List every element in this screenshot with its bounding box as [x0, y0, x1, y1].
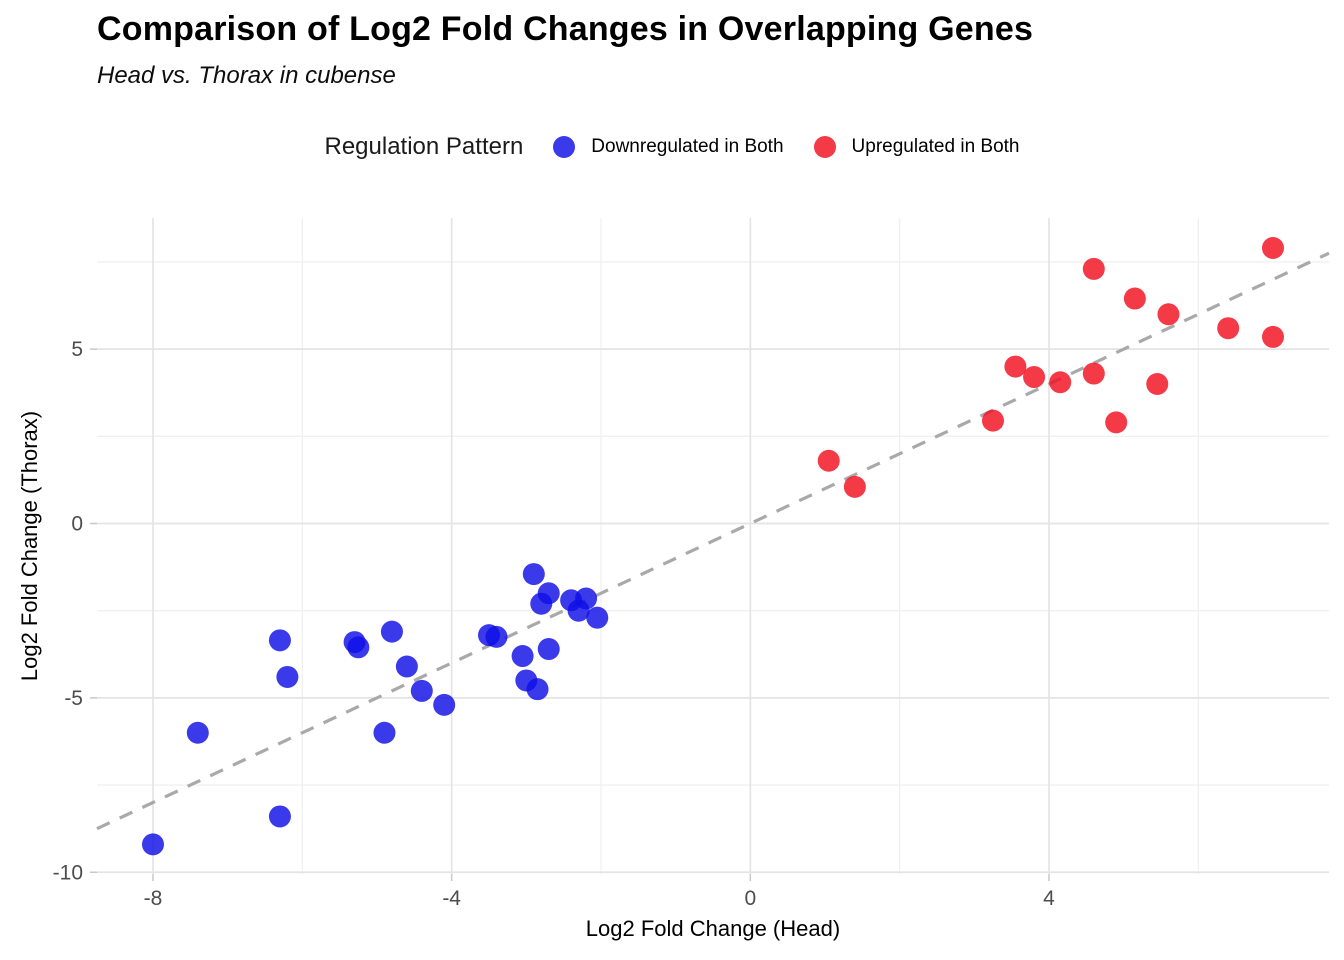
- data-point[interactable]: [485, 625, 508, 648]
- data-point[interactable]: [1082, 257, 1105, 280]
- x-tick-label: 0: [744, 887, 756, 910]
- data-point[interactable]: [1004, 355, 1027, 378]
- data-point[interactable]: [433, 693, 456, 716]
- data-point[interactable]: [1082, 362, 1105, 385]
- legend-label-downregulated: Downregulated in Both: [591, 136, 784, 157]
- data-point[interactable]: [373, 721, 396, 744]
- data-point[interactable]: [1217, 317, 1240, 340]
- data-point[interactable]: [410, 679, 433, 702]
- data-point[interactable]: [1105, 411, 1128, 434]
- legend-swatch-red-icon: [813, 136, 836, 158]
- data-point[interactable]: [537, 638, 560, 661]
- data-point[interactable]: [268, 805, 291, 828]
- data-point[interactable]: [843, 475, 866, 498]
- x-tick-label: -8: [144, 887, 163, 910]
- data-point[interactable]: [1049, 371, 1072, 394]
- x-tick-label: -4: [442, 887, 461, 910]
- legend-item-downregulated[interactable]: Downregulated in Both: [553, 136, 784, 158]
- y-tick-label: -10: [53, 861, 83, 884]
- data-point[interactable]: [395, 655, 418, 678]
- data-point[interactable]: [982, 409, 1004, 432]
- chart-title: Comparison of Log2 Fold Changes in Overl…: [97, 10, 1034, 48]
- chart-subtitle: Head vs. Thorax in cubense: [97, 62, 396, 89]
- data-point[interactable]: [1023, 366, 1046, 389]
- y-axis-title: Log2 Fold Change (Thorax): [17, 410, 42, 682]
- x-axis-title: Log2 Fold Change (Head): [585, 916, 841, 941]
- data-point[interactable]: [1262, 325, 1284, 348]
- y-tick-label: -5: [64, 687, 83, 710]
- data-point[interactable]: [276, 665, 299, 688]
- legend-label-upregulated: Upregulated in Both: [851, 136, 1020, 157]
- data-point[interactable]: [575, 587, 598, 610]
- data-point[interactable]: [142, 833, 164, 856]
- legend: Regulation Pattern Downregulated in Both…: [0, 133, 1344, 161]
- x-tick-label: 4: [1043, 887, 1055, 910]
- data-point[interactable]: [586, 606, 609, 629]
- y-tick-label: 5: [71, 338, 83, 361]
- data-point[interactable]: [511, 645, 534, 668]
- data-point[interactable]: [1157, 303, 1180, 326]
- data-point[interactable]: [1123, 287, 1146, 310]
- identity-reference-line: [96, 251, 1330, 831]
- data-point[interactable]: [526, 678, 549, 701]
- data-point[interactable]: [1146, 373, 1169, 396]
- data-point[interactable]: [186, 721, 209, 744]
- data-point[interactable]: [817, 449, 840, 472]
- data-point[interactable]: [380, 620, 403, 643]
- data-point[interactable]: [1262, 236, 1284, 259]
- data-point[interactable]: [268, 629, 291, 652]
- legend-title: Regulation Pattern: [324, 133, 524, 160]
- data-point[interactable]: [522, 563, 545, 586]
- data-point[interactable]: [537, 582, 560, 605]
- legend-item-upregulated[interactable]: Upregulated in Both: [813, 136, 1020, 158]
- y-tick-label: 0: [71, 513, 83, 536]
- legend-swatch-blue-icon: [553, 136, 576, 158]
- data-point[interactable]: [347, 636, 370, 659]
